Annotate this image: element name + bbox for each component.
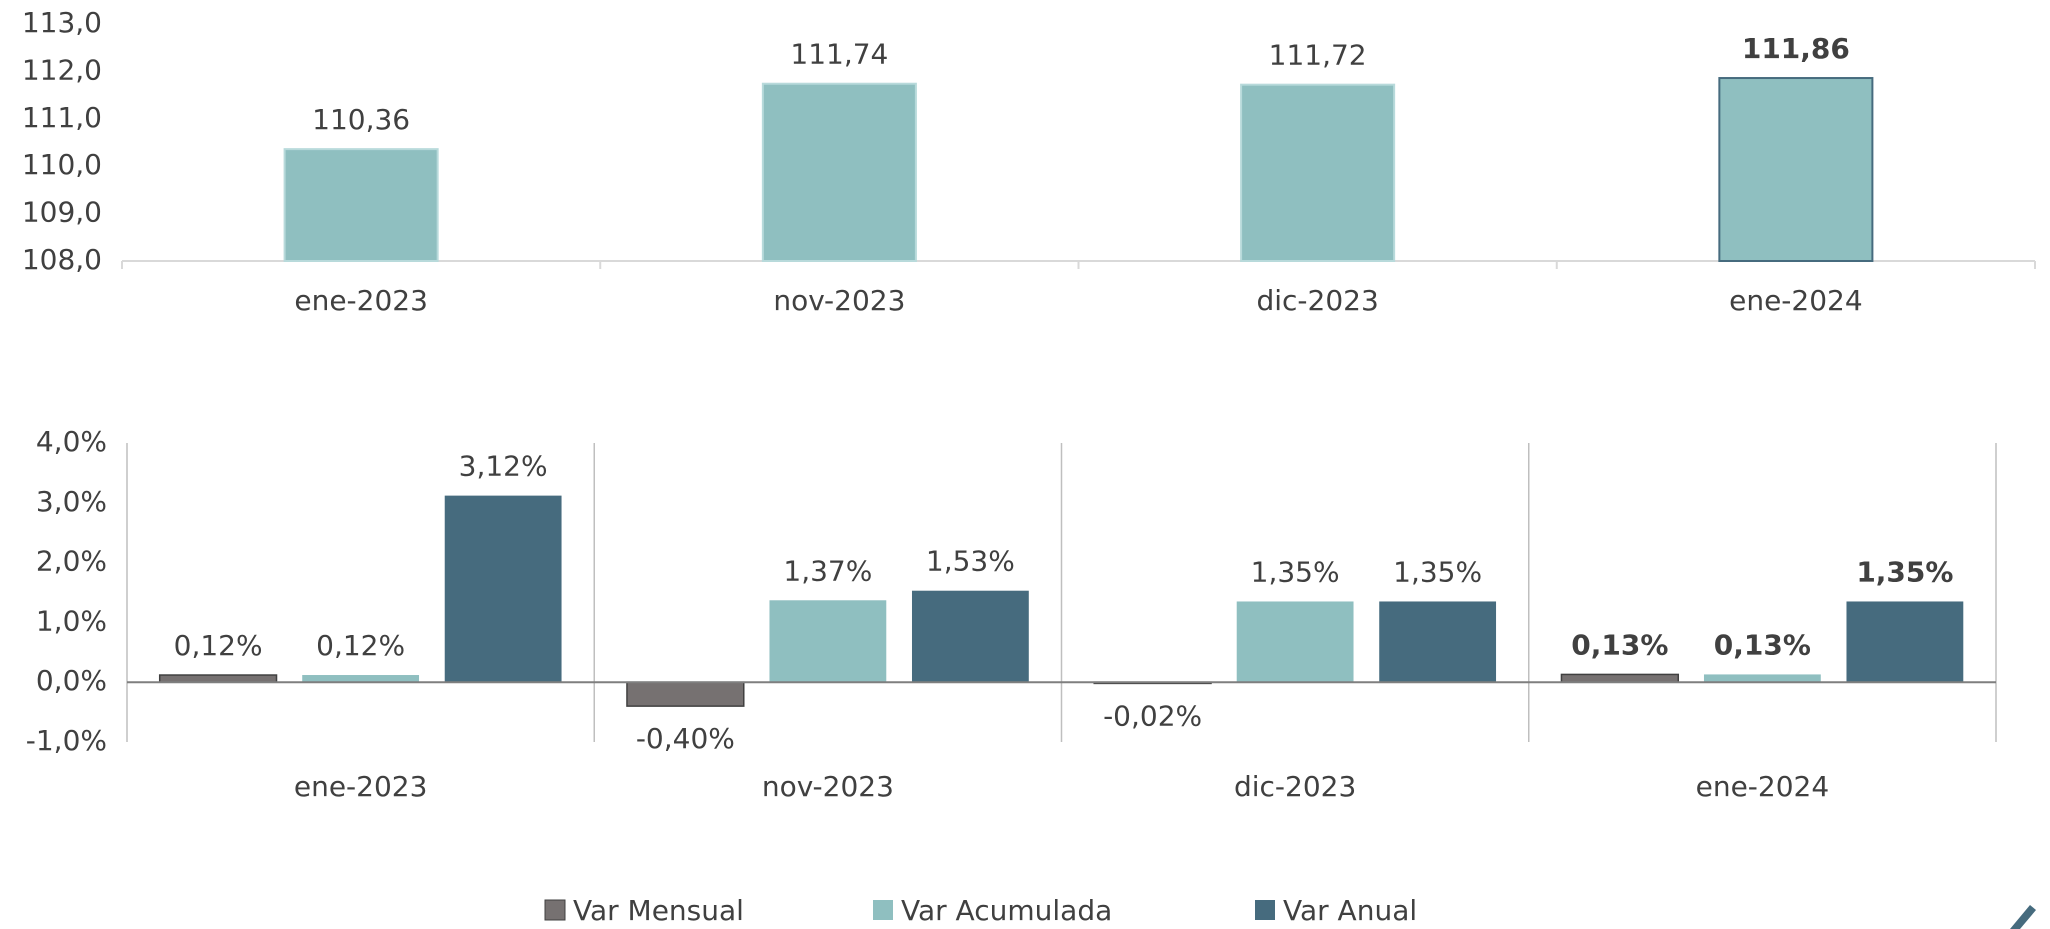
- data-label: 111,86: [1742, 32, 1850, 65]
- legend-swatch: [544, 899, 566, 921]
- data-label: 0,12%: [174, 629, 263, 662]
- y-tick-label: 111,0: [22, 101, 102, 134]
- y-tick-label: 2,0%: [36, 545, 107, 578]
- bar: [761, 82, 917, 262]
- bar: [1236, 601, 1354, 683]
- y-tick-label: 0,0%: [36, 664, 107, 697]
- x-tick-label: nov-2023: [773, 284, 905, 317]
- data-label: 1,37%: [783, 554, 872, 587]
- data-label: -0,02%: [1103, 699, 1202, 732]
- data-label: 1,35%: [1251, 555, 1340, 588]
- data-label: 1,35%: [1393, 555, 1482, 588]
- x-tick-label: ene-2023: [294, 770, 428, 803]
- bar: [444, 495, 562, 683]
- data-label: -0,40%: [636, 722, 735, 755]
- legend-label: Var Anual: [1283, 894, 1417, 927]
- data-label: 0,12%: [316, 629, 405, 662]
- y-tick-label: 4,0%: [36, 425, 107, 458]
- legend-label: Var Mensual: [573, 894, 744, 927]
- x-tick-label: ene-2024: [1729, 284, 1863, 317]
- bar: [1379, 601, 1497, 683]
- y-tick-label: 1,0%: [36, 604, 107, 637]
- y-tick-label: -1,0%: [26, 724, 107, 757]
- bar: [1560, 673, 1680, 683]
- data-label: 110,36: [312, 103, 410, 136]
- data-label: 1,53%: [926, 545, 1015, 578]
- y-tick-label: 113,0: [22, 6, 102, 39]
- bar: [626, 681, 745, 707]
- y-tick-label: 112,0: [22, 53, 102, 86]
- x-tick-label: dic-2023: [1256, 284, 1378, 317]
- bar: [283, 148, 439, 262]
- x-tick-label: nov-2023: [762, 770, 894, 803]
- legend-label: Var Acumulada: [901, 894, 1112, 927]
- data-label: 0,13%: [1714, 628, 1811, 661]
- bar: [158, 674, 278, 683]
- data-label: 111,74: [790, 38, 888, 71]
- bar: [1718, 77, 1874, 263]
- decoration: [2010, 905, 2036, 929]
- y-tick-label: 109,0: [22, 196, 102, 229]
- y-tick-label: 3,0%: [36, 485, 107, 518]
- data-label: 1,35%: [1856, 555, 1953, 588]
- x-tick-label: ene-2023: [294, 284, 428, 317]
- bar: [1240, 83, 1396, 262]
- y-tick-label: 108,0: [22, 243, 102, 276]
- bar: [1703, 674, 1821, 683]
- bar: [302, 675, 420, 683]
- data-label: 3,12%: [459, 450, 548, 483]
- data-label: 0,13%: [1571, 628, 1668, 661]
- y-tick-label: 110,0: [22, 148, 102, 181]
- x-tick-label: ene-2024: [1696, 770, 1830, 803]
- bar: [911, 590, 1029, 683]
- bar: [769, 600, 887, 683]
- legend-swatch: [1255, 900, 1275, 920]
- bar: [1846, 601, 1964, 683]
- x-tick-label: dic-2023: [1234, 770, 1356, 803]
- data-label: 111,72: [1269, 39, 1367, 72]
- legend-swatch: [873, 900, 893, 920]
